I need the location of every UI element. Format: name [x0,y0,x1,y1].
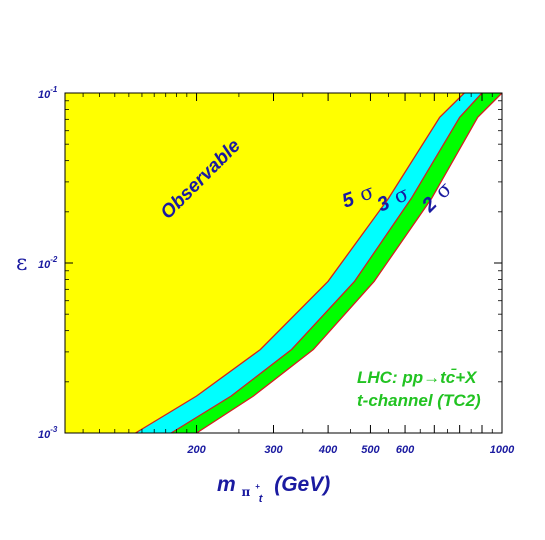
x-label-main: m [217,473,236,496]
x-tick-label-1: 300 [264,444,283,456]
x-label-unit: (GeV) [274,473,330,496]
process-annotation: LHC: pp→tc̄+X [357,368,478,387]
x-label-sub-sup: + [255,482,260,491]
x-tick-label-4: 600 [396,444,415,456]
y-tick-exp-2: -1 [50,85,58,94]
contour-bands [65,93,502,433]
x-label-sub-letter: π [242,485,251,499]
x-axis-ticks: 200 300 400 500 600 1000 [64,93,515,456]
contour-line-1 [170,92,483,434]
y-tick-base-0: 10 [38,429,51,441]
channel-annotation: t-channel (TC2) [357,391,481,410]
x-tick-label-0: 200 [186,444,206,456]
x-axis-label: m π + t (GeV) [217,471,330,507]
x-tick-label-5: 1000 [490,444,515,456]
y-tick-exp-1: -2 [50,255,58,264]
y-tick-exp-0: -3 [50,425,58,434]
contour-line-2 [196,92,503,434]
x-label-sub-sub: t [259,493,264,505]
y-tick-label-2: 10-1 [38,85,58,101]
y-axis-label: ε [16,251,27,276]
y-tick-label-1: 10-2 [38,255,58,271]
x-tick-label-3: 500 [361,444,380,456]
y-tick-base-1: 10 [38,259,51,271]
x-tick-label-2: 400 [318,444,338,456]
contour-line-0 [135,92,465,434]
y-tick-base-2: 10 [38,89,51,101]
band-fill-0 [65,93,465,433]
y-tick-label-0: 10-3 [38,425,58,441]
contour-edges [135,92,503,434]
y-axis-ticks: 10-310-210-1 [38,85,502,441]
